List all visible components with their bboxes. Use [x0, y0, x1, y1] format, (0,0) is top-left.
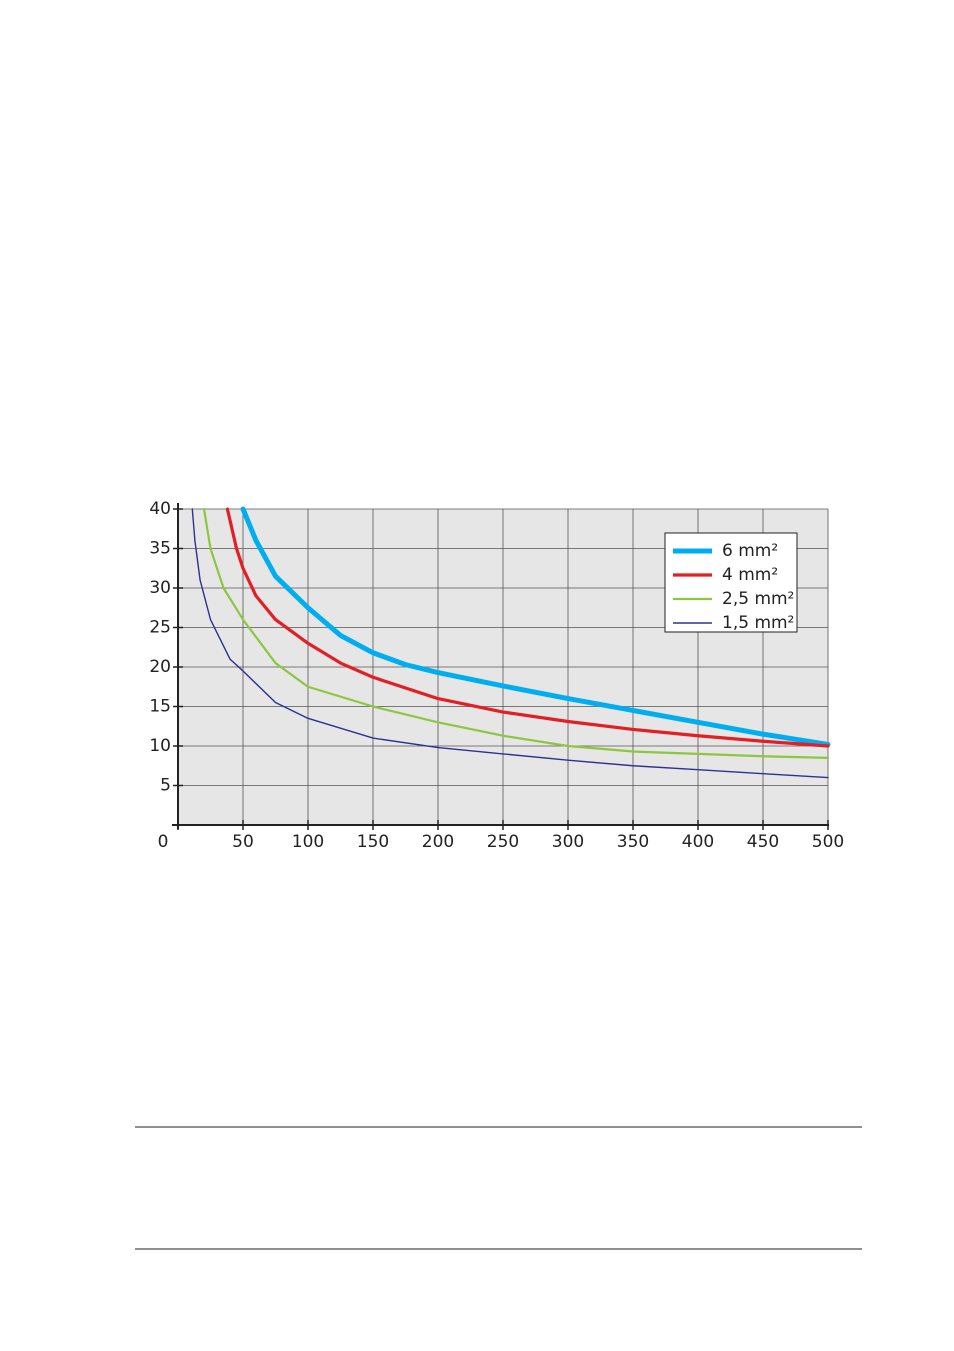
x-tick-label: 200 [422, 832, 454, 852]
series-line [225, 507, 830, 748]
x-tick-label: 500 [812, 832, 844, 852]
x-tick-label: 0 [158, 832, 169, 852]
x-tick-label: 50 [232, 832, 254, 852]
x-tick-label: 400 [682, 832, 714, 852]
y-tick-label: 20 [149, 657, 171, 677]
series-line [202, 507, 830, 759]
x-tick-label: 450 [747, 832, 779, 852]
y-tick-label: 40 [149, 499, 171, 519]
y-tick-label: 10 [149, 736, 171, 756]
y-tick-label: 30 [149, 578, 171, 598]
x-tick-label: 250 [487, 832, 519, 852]
x-tick-label: 100 [292, 832, 324, 852]
series-line [240, 506, 831, 747]
grid [178, 508, 829, 825]
y-tick-label: 35 [149, 539, 171, 559]
legend-label: 2,5 mm² [722, 589, 794, 609]
y-tick-label: 25 [149, 618, 171, 638]
series-line [191, 508, 829, 779]
x-tick-label: 300 [552, 832, 584, 852]
legend-label: 6 mm² [722, 541, 778, 561]
legend: 6 mm² 4 mm² 2,5 mm² 1,5 mm² [673, 541, 794, 633]
legend-label: 4 mm² [722, 565, 778, 585]
x-tick-label: 350 [617, 832, 649, 852]
x-tick-label: 150 [357, 832, 389, 852]
y-tick-label: 15 [149, 697, 171, 717]
legend-label: 1,5 mm² [722, 613, 794, 633]
y-tick-label: 5 [160, 776, 171, 796]
lines [191, 506, 831, 779]
